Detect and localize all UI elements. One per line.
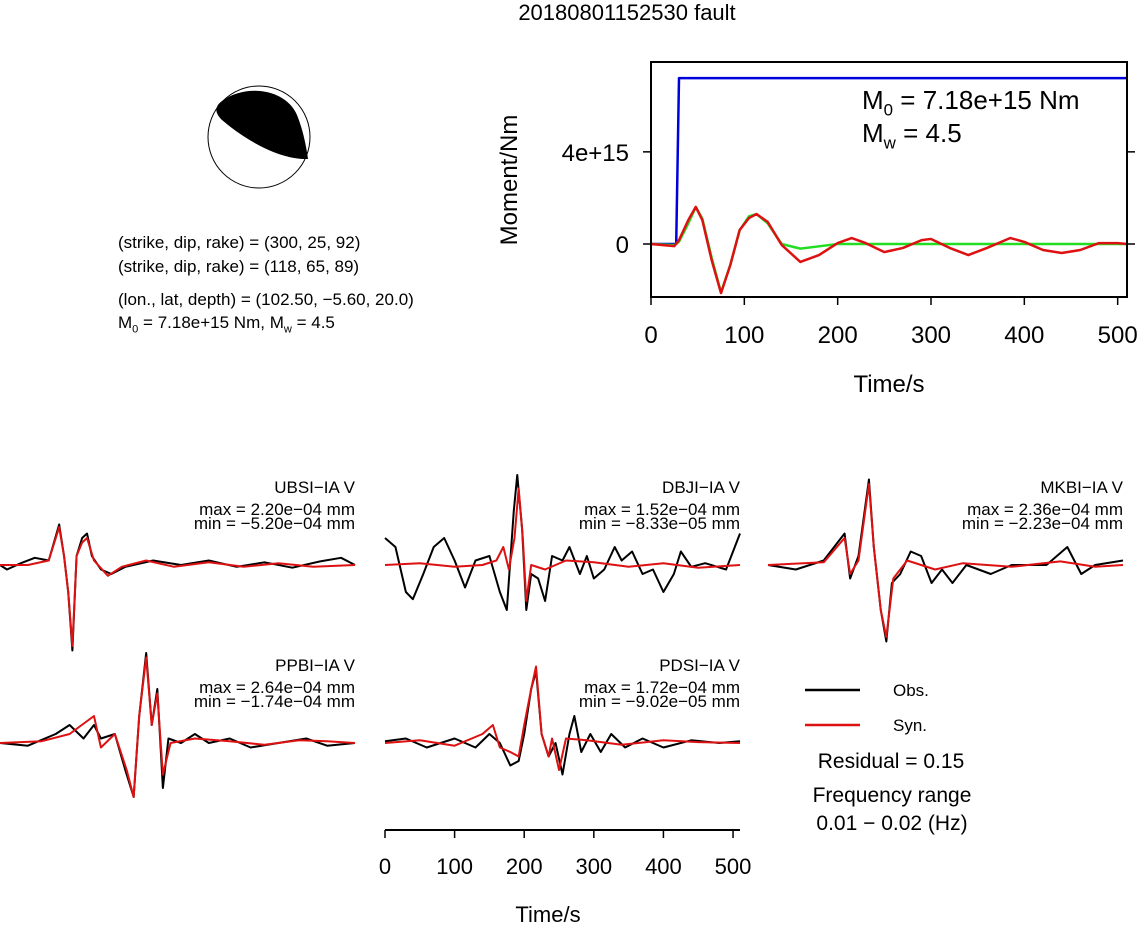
synthetic-trace: [384, 487, 741, 602]
mechanism-line: (lon., lat, depth) = (102.50, −5.60, 20.…: [118, 290, 414, 309]
synthetic-trace: [0, 526, 356, 647]
x-tick-label: 300: [575, 854, 612, 879]
x-tick-label: 100: [436, 854, 473, 879]
y-tick-label: 0: [616, 232, 629, 259]
legend-label: Syn.: [893, 716, 927, 735]
station-min: min = −1.74e−04 mm: [194, 692, 355, 711]
beachball: [207, 85, 311, 189]
station-max: max = 2.36e−04 mm: [967, 500, 1123, 519]
station-min: min = −2.23e−04 mm: [962, 514, 1123, 533]
annotation: Mw = 4.5: [862, 118, 962, 153]
y-axis-label: Moment/Nm: [496, 115, 523, 246]
figure-title: 20180801152530 fault: [518, 0, 735, 25]
x-tick-label: 200: [818, 322, 858, 349]
mechanism-line: (strike, dip, rake) = (300, 25, 92): [118, 233, 360, 252]
observed-trace: [384, 474, 741, 611]
text: = 7.18e+15 Nm: [893, 85, 1079, 115]
subscript: 0: [132, 323, 138, 335]
x-tick-label: 400: [645, 854, 682, 879]
symbol: M: [862, 85, 884, 115]
frequency-range: 0.01 − 0.02 (Hz): [816, 812, 967, 835]
station-min: min = −5.20e−04 mm: [194, 514, 355, 533]
station-name: UBSI−IA V: [274, 478, 355, 497]
symbol: M: [118, 313, 132, 332]
synthetic-trace: [767, 483, 1124, 638]
x-tick-label: 500: [715, 854, 752, 879]
station-max: max = 1.72e−04 mm: [584, 678, 740, 697]
station-name: DBJI−IA V: [662, 478, 741, 497]
y-tick-label: 4e+15: [562, 140, 629, 167]
x-tick-label: 0: [379, 854, 391, 879]
x-tick-label: 0: [644, 322, 657, 349]
moment-line: [650, 205, 1128, 295]
text: = 4.5: [896, 118, 962, 148]
sub-label: M0 = 7.18e+15 Nm, Mw = 4.5: [118, 313, 335, 335]
x-tick-label: 100: [724, 322, 764, 349]
text: = 4.5: [292, 313, 335, 332]
x-tick-label: 300: [911, 322, 951, 349]
x-tick-label: 500: [1098, 322, 1137, 349]
synthetic-trace: [0, 656, 356, 798]
station-max: max = 2.20e−04 mm: [199, 500, 355, 519]
station-min: min = −8.33e−05 mm: [579, 514, 740, 533]
x-tick-label: 400: [1004, 322, 1044, 349]
mechanism-line: (strike, dip, rake) = (118, 65, 89): [118, 257, 359, 276]
observed-trace: [767, 478, 1124, 643]
text: = 7.18e+15 Nm,: [138, 313, 269, 332]
x-axis-label: Time/s: [515, 902, 580, 927]
annotation: M0 = 7.18e+15 Nm: [862, 85, 1080, 120]
station-name: PPBI−IA V: [275, 656, 356, 675]
plot-frame: [650, 61, 1128, 298]
symbol: M: [270, 313, 284, 332]
x-axis-label: Time/s: [853, 371, 924, 398]
station-max: max = 1.52e−04 mm: [584, 500, 740, 519]
station-max: max = 2.64e−04 mm: [199, 678, 355, 697]
x-tick-label: 200: [506, 854, 543, 879]
station-name: MKBI−IA V: [1040, 478, 1123, 497]
subscript: 0: [884, 101, 893, 120]
subscript: w: [283, 323, 292, 335]
subscript: w: [883, 134, 897, 153]
symbol: M: [862, 118, 884, 148]
frequency-range: Frequency range: [813, 784, 972, 807]
legend-label: Obs.: [893, 681, 929, 700]
synthetic-trace: [384, 665, 741, 771]
station-name: PDSI−IA V: [659, 656, 740, 675]
residual: Residual = 0.15: [818, 750, 965, 773]
station-min: min = −9.02e−05 mm: [579, 692, 740, 711]
